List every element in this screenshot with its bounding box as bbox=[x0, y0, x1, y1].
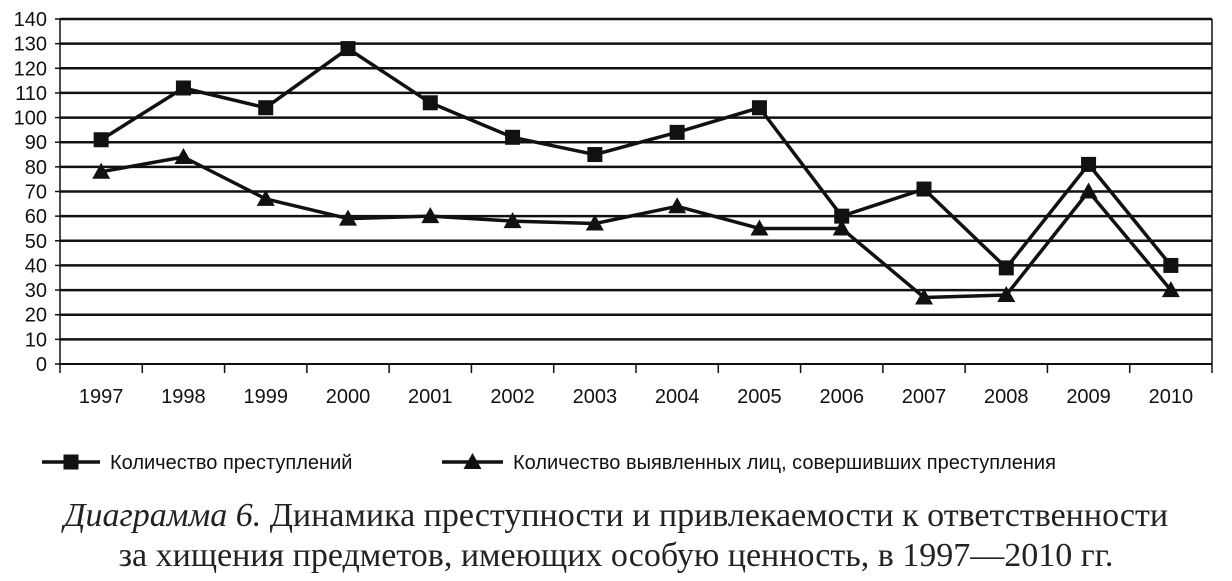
series-2-point bbox=[750, 219, 769, 236]
y-tick-label: 60 bbox=[25, 206, 47, 228]
series-1-point bbox=[834, 208, 850, 224]
series-1-point bbox=[587, 147, 603, 163]
series-2-point bbox=[1079, 182, 1098, 199]
y-tick-label: 100 bbox=[14, 108, 47, 130]
x-tick-label: 2006 bbox=[819, 386, 864, 408]
series-1-point bbox=[505, 129, 521, 145]
series-2-point bbox=[339, 209, 357, 226]
legend-label: Количество выявленных лиц, совершивших п… bbox=[513, 452, 1056, 474]
series-2-point bbox=[256, 189, 275, 206]
legend-swatch-marker bbox=[63, 454, 79, 470]
x-tick-label: 2008 bbox=[984, 386, 1029, 408]
series-2-point bbox=[421, 207, 440, 224]
y-tick-label: 50 bbox=[25, 231, 47, 253]
x-tick-label: 2010 bbox=[1149, 386, 1194, 408]
series-1 bbox=[93, 41, 1179, 276]
x-tick-label: 2001 bbox=[408, 386, 453, 408]
legend-item-2: Количество выявленных лиц, совершивших п… bbox=[442, 452, 1056, 474]
series-2-point bbox=[997, 286, 1016, 302]
x-tick-label: 2002 bbox=[490, 386, 535, 408]
y-tick-label: 110 bbox=[15, 83, 47, 105]
series-2-point bbox=[174, 148, 193, 164]
series-1-point bbox=[422, 95, 438, 111]
series-2-point bbox=[915, 288, 933, 305]
legend-item-1: Количество преступлений bbox=[42, 452, 352, 474]
x-tick-label: 2004 bbox=[655, 386, 700, 408]
series-1-point bbox=[669, 124, 685, 140]
series-2-point bbox=[503, 212, 522, 229]
series-2-point bbox=[1161, 281, 1180, 298]
series-1-point bbox=[1163, 257, 1179, 273]
series-layer bbox=[92, 41, 1180, 305]
caption-text-1: Динамика преступности и привлекаемости к… bbox=[269, 497, 1169, 534]
series-1-point bbox=[916, 181, 932, 197]
y-tick-label: 130 bbox=[14, 34, 47, 56]
series-1-point bbox=[751, 100, 767, 116]
series-2-point bbox=[832, 219, 851, 236]
x-tick-label: 2009 bbox=[1066, 386, 1111, 408]
x-tick-label: 1998 bbox=[161, 386, 206, 408]
axes-layer bbox=[55, 18, 1213, 373]
series-2 bbox=[92, 148, 1180, 305]
y-tick-label: 0 bbox=[36, 354, 47, 376]
series-2-line bbox=[100, 155, 1173, 300]
series-2-point bbox=[92, 162, 111, 179]
series-2-point bbox=[585, 214, 604, 231]
legend: Количество преступлений Количество выявле… bbox=[42, 452, 1056, 474]
series-1-line bbox=[100, 46, 1173, 270]
y-tick-label: 30 bbox=[25, 280, 47, 302]
series-1-point bbox=[340, 41, 356, 57]
figure-caption: Диаграмма 6. Динамика преступности и при… bbox=[0, 496, 1232, 576]
caption-line-1: Диаграмма 6. Динамика преступности и при… bbox=[0, 496, 1232, 536]
x-tick-label: 2005 bbox=[737, 386, 782, 408]
caption-lead: Диаграмма 6. bbox=[63, 497, 262, 534]
y-tick-label: 90 bbox=[25, 132, 47, 154]
x-tick-label: 2007 bbox=[902, 386, 947, 408]
y-tick-label: 40 bbox=[25, 255, 47, 277]
y-tick-label: 70 bbox=[25, 182, 47, 204]
legend-swatch-marker bbox=[463, 453, 482, 469]
y-tick-label: 10 bbox=[25, 329, 47, 351]
caption-line-2: за хищения предметов, имеющих особую цен… bbox=[118, 537, 1114, 574]
series-1-point bbox=[258, 100, 274, 116]
grid-layer bbox=[60, 17, 1212, 341]
y-tick-label: 120 bbox=[14, 58, 47, 80]
series-1-point bbox=[1081, 156, 1097, 172]
y-tick-label: 20 bbox=[25, 305, 47, 327]
series-1-point bbox=[998, 260, 1014, 276]
x-tick-label: 1999 bbox=[243, 386, 288, 408]
y-tick-label: 80 bbox=[25, 157, 47, 179]
legend-label: Количество преступлений bbox=[110, 452, 352, 474]
series-1-point bbox=[93, 132, 109, 148]
x-tick-label: 2000 bbox=[326, 386, 371, 408]
x-tick-label: 2003 bbox=[573, 386, 618, 408]
series-2-point bbox=[668, 197, 687, 214]
y-tick-label: 140 bbox=[14, 9, 47, 31]
x-tick-labels: 1997 1998 1999 2000 2001 2002 2003 2004 2005 2006… bbox=[79, 386, 1193, 408]
series-1-point bbox=[175, 80, 191, 96]
x-tick-label: 1997 bbox=[79, 386, 124, 408]
